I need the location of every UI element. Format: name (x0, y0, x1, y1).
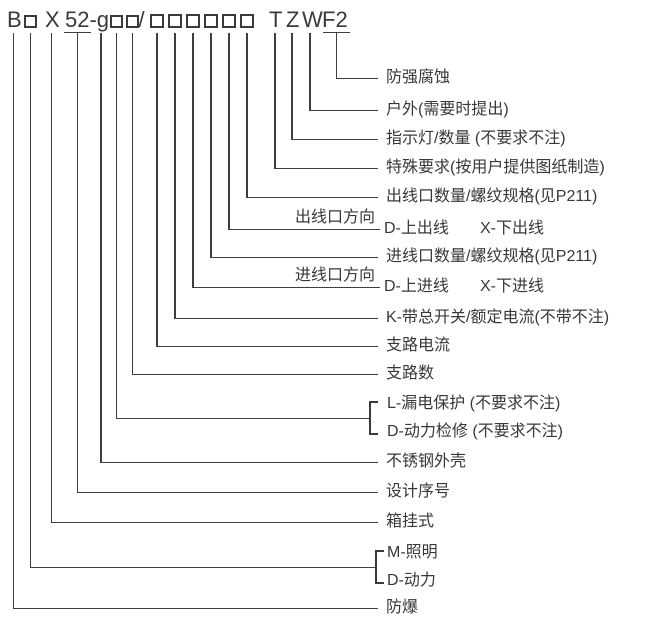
connector-hline (291, 139, 378, 141)
connector-hline (192, 287, 380, 289)
connector-hline (50, 522, 378, 524)
segment-label: 指示灯/数量 (不要求不注) (386, 130, 566, 147)
direction-group-label: 出线口方向 (294, 209, 375, 226)
connector-hline (246, 197, 378, 199)
connector-vline (115, 33, 118, 418)
segment-label: 支路数 (386, 365, 435, 382)
connector-vline (100, 33, 102, 462)
segment-label: 出线口数量/螺纹规格(见P211) (386, 188, 598, 205)
code-char: T (269, 7, 283, 32)
bracket-option-label: L-漏电保护 (不要求不注) (387, 395, 561, 412)
code-placeholder-box (110, 15, 123, 28)
code-placeholder-box (204, 14, 218, 28)
connector-vline (291, 33, 293, 139)
connector-vline (309, 33, 311, 110)
connector-hline (115, 418, 369, 420)
bracket-option-label: D-动力 (387, 572, 436, 589)
segment-label: 进线口数量/螺纹规格(见P211) (386, 248, 598, 265)
connector-vline (76, 32, 79, 492)
segment-label: 特殊要求(按用户提供图纸制造) (386, 159, 605, 176)
option-bracket (375, 550, 384, 584)
code-char: W (302, 7, 323, 32)
connector-hline (156, 346, 378, 348)
connector-vline (192, 33, 194, 287)
connector-vline (246, 33, 248, 197)
connector-hline (274, 168, 378, 170)
code-char: B (7, 7, 22, 32)
segment-label: 不锈钢外壳 (386, 453, 467, 470)
connector-hline (12, 608, 378, 610)
connector-vline (174, 33, 176, 318)
bracket-option-label: D-动力检修 (不要求不注) (387, 423, 563, 440)
segment-label: 防强腐蚀 (386, 69, 451, 86)
connector-vline (29, 33, 32, 567)
direction-option-label: X-下进线 (480, 278, 545, 295)
code-char: / (138, 7, 145, 32)
segment-label: 设计序号 (386, 483, 451, 500)
code-placeholder-box (240, 14, 254, 28)
connector-hline (335, 78, 378, 80)
connector-vline (12, 33, 15, 608)
code-char: Z (286, 7, 300, 32)
connector-vline (335, 32, 338, 78)
segment-label: 箱挂式 (386, 513, 435, 530)
direction-option-label: X-下出线 (480, 220, 545, 237)
connector-hline (76, 492, 378, 494)
segment-label: 户外(需要时提出) (386, 101, 509, 118)
code-placeholder-box (222, 14, 236, 28)
connector-hline (309, 110, 378, 112)
code-char: F2 (322, 7, 348, 32)
code-char: X (45, 7, 60, 32)
connector-vline (131, 33, 134, 374)
connector-vline (156, 33, 158, 346)
connector-hline (131, 374, 378, 376)
connector-vline (274, 33, 276, 168)
connector-vline (210, 33, 212, 257)
code-placeholder-box (126, 15, 139, 28)
connector-hline (29, 567, 375, 569)
direction-option-label: D-上进线 (384, 278, 449, 295)
connector-vline (50, 33, 53, 522)
connector-hline (174, 318, 378, 320)
option-bracket (369, 401, 378, 435)
code-placeholder-box (150, 14, 164, 28)
segment-label: 支路电流 (386, 337, 451, 354)
code-char: 52-g (65, 7, 110, 32)
segment-label: K-带总开关/额定电流(不带不注) (386, 309, 610, 326)
direction-option-label: D-上出线 (384, 220, 449, 237)
connector-hline (100, 462, 378, 464)
connector-hline (228, 229, 380, 231)
bracket-option-label: M-照明 (387, 544, 438, 561)
segment-label: 防爆 (386, 599, 419, 616)
connector-vline (228, 33, 230, 229)
code-placeholder-box (168, 14, 182, 28)
connector-hline (210, 257, 378, 259)
code-placeholder-box (24, 15, 37, 28)
code-placeholder-box (186, 14, 200, 28)
direction-group-label: 进线口方向 (294, 267, 375, 284)
